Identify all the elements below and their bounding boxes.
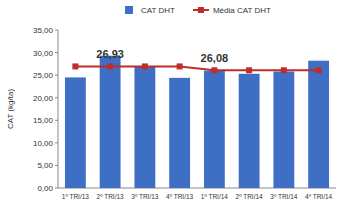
legend-swatch (125, 6, 133, 14)
y-tick-label: 25,00 (33, 71, 54, 80)
y-axis-title: CAT (kg/ta) (6, 89, 15, 129)
data-label: 26,93 (96, 48, 124, 60)
y-tick-label: 10,00 (33, 139, 54, 148)
y-tick-label: 20,00 (33, 94, 54, 103)
x-tick-label: 3º TRI/14 (270, 193, 298, 200)
bar (239, 74, 260, 188)
bar (204, 71, 225, 188)
x-tick-label: 3º TRI/13 (131, 193, 159, 200)
x-tick-label: 4º TRI/14 (305, 193, 333, 200)
x-tick-label: 4º TRI/13 (166, 193, 194, 200)
bar (100, 56, 121, 188)
y-tick-label: 35,00 (33, 26, 54, 35)
data-labels: 26,93 26,08 (96, 48, 228, 64)
x-tick-label: 1º TRI/14 (201, 193, 229, 200)
y-tick-label: 5,00 (37, 161, 53, 170)
marker (72, 63, 78, 69)
data-label: 26,08 (201, 52, 229, 64)
marker (211, 67, 217, 73)
marker (107, 63, 113, 69)
bar (169, 78, 190, 188)
bar (273, 72, 294, 188)
marker (177, 63, 183, 69)
plot-area (65, 56, 329, 188)
y-tick-label: 0,00 (37, 184, 53, 193)
y-tick-label: 15,00 (33, 116, 54, 125)
marker (281, 67, 287, 73)
bar (308, 61, 329, 188)
bar (65, 77, 86, 188)
marker (246, 67, 252, 73)
legend-swatch (198, 7, 204, 13)
legend: CAT DHT Média CAT DHT (125, 6, 271, 15)
y-axis (58, 30, 59, 188)
x-tick-label: 1º TRI/13 (62, 193, 90, 200)
marker (316, 67, 322, 73)
y-tick-label: 30,00 (33, 49, 54, 58)
chart: CAT (kg/ta) 0,00 5,00 10,00 15,00 20,00 25,00 3… (0, 0, 341, 209)
x-tick-label: 2º TRI/14 (236, 193, 264, 200)
bar (134, 67, 155, 188)
legend-label: Média CAT DHT (213, 6, 271, 15)
marker (142, 63, 148, 69)
x-tick-label: 2º TRI/13 (97, 193, 125, 200)
legend-label: CAT DHT (141, 6, 175, 15)
